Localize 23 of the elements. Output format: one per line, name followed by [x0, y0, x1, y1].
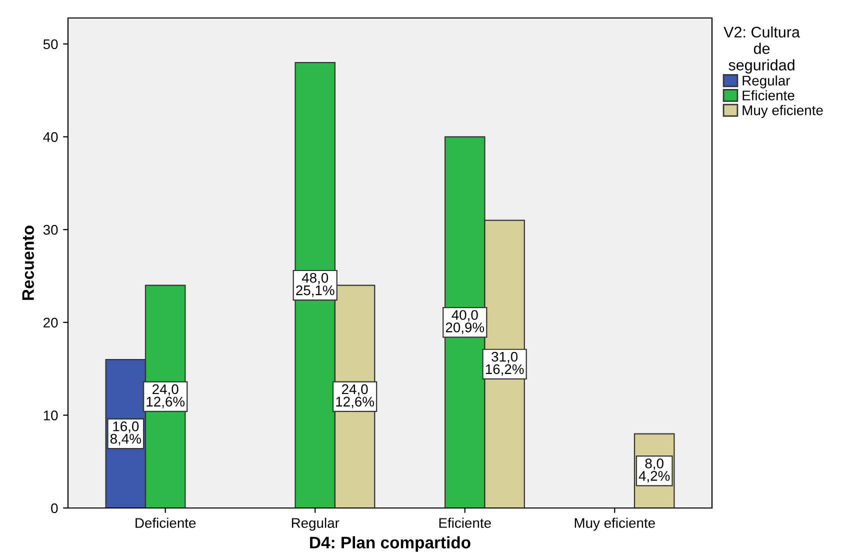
legend-label: Eficiente — [742, 90, 794, 100]
y-tick-label: 30 — [43, 224, 58, 235]
y-tick-label: 20 — [44, 318, 58, 328]
y-tick-label: 10 — [44, 410, 58, 420]
data-label: 24,0 12,6% — [336, 384, 374, 408]
data-label: 48,0 25,1% — [296, 272, 334, 297]
x-tick-label: Deficiente — [136, 518, 196, 528]
x-tick-label: Muy eficiente — [574, 518, 655, 531]
data-label: 8,0 4,2% — [638, 458, 670, 482]
data-label: 24,0 12,6% — [146, 384, 185, 408]
data-label: 31,0 16,2% — [486, 352, 524, 376]
data-label: 40,0 20,9% — [446, 310, 484, 334]
x-tick-label: Regular — [292, 518, 340, 531]
x-axis-title: D4: Plan compartido — [310, 536, 470, 552]
data-label: 16,0 8,4% — [110, 421, 141, 446]
legend-label: Muy eficiente — [742, 105, 823, 118]
y-tick-label: 40 — [43, 132, 58, 142]
x-tick-label: Eficiente — [439, 518, 491, 528]
y-tick-label: 0 — [51, 503, 58, 514]
legend-label: Regular — [742, 75, 790, 88]
y-tick-label: 50 — [43, 39, 58, 50]
legend-title: V2: Cultura de seguridad — [724, 26, 800, 74]
y-axis-title: Recuento — [22, 226, 34, 300]
